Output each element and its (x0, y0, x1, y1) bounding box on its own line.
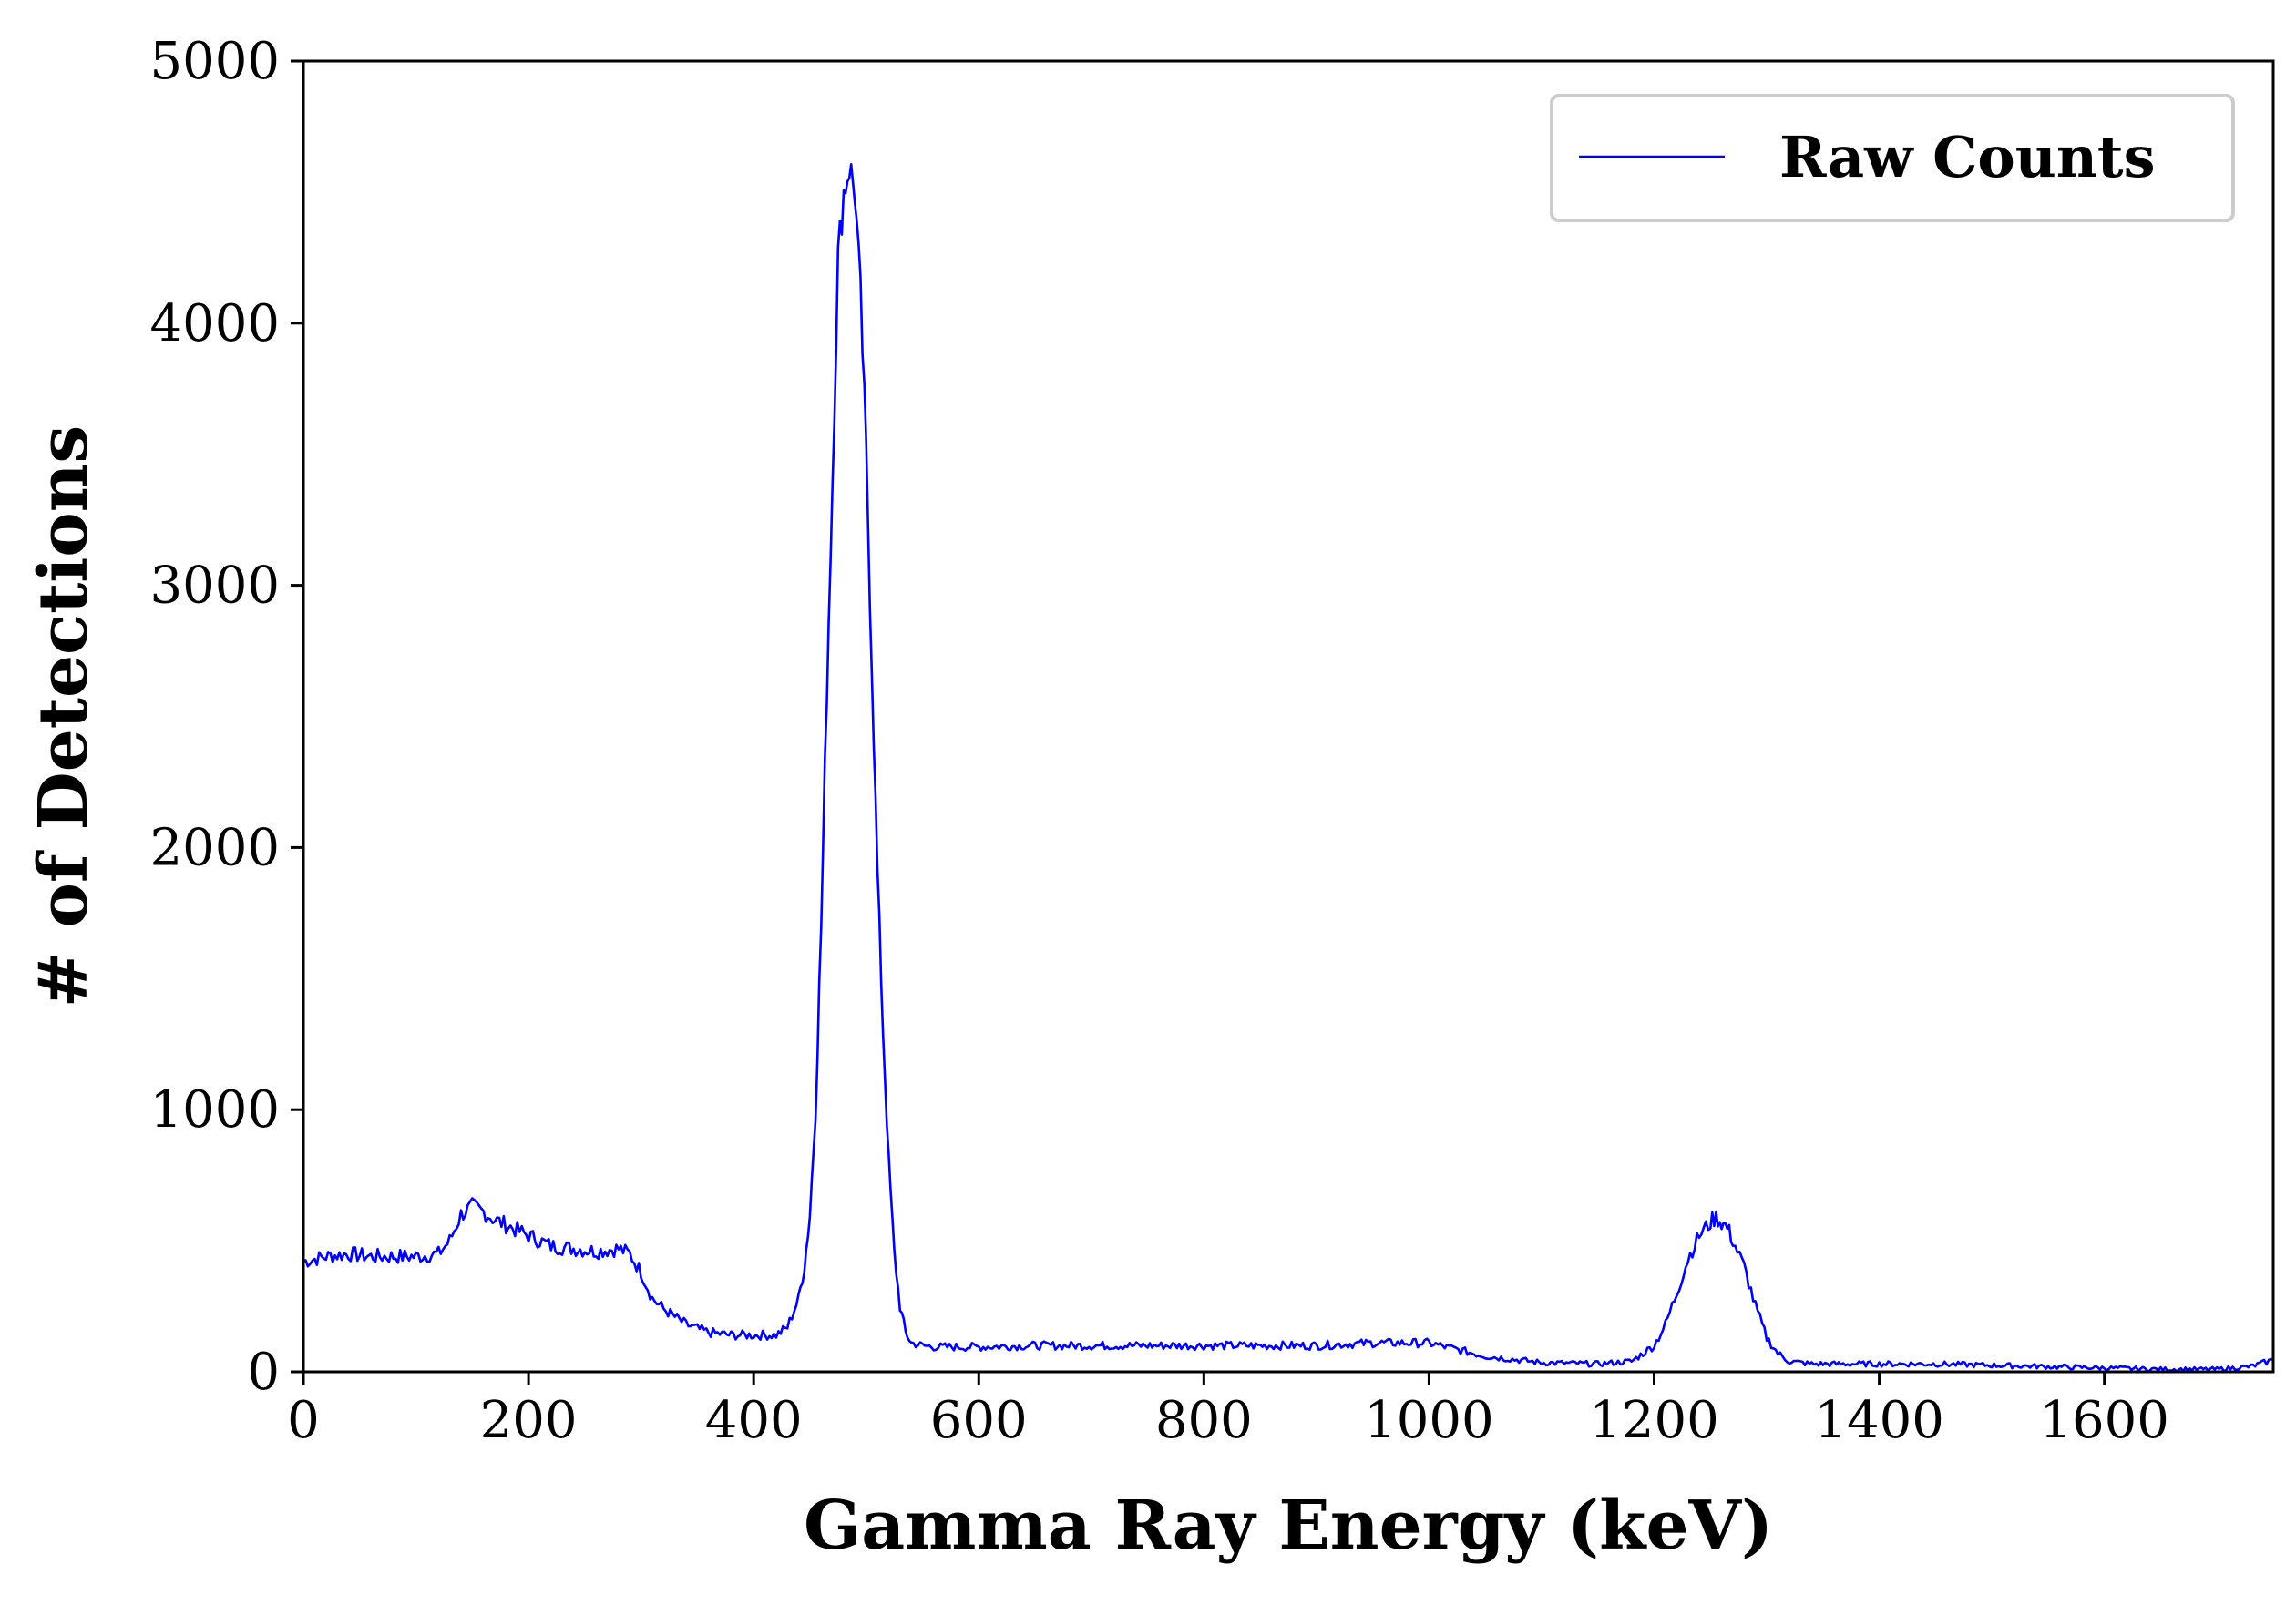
plot-area-frame (302, 59, 2275, 1374)
x-tick-label: 600 (930, 1391, 1028, 1450)
y-tick-label: 5000 (149, 32, 280, 91)
x-axis-title: Gamma Ray Energy (keV) (804, 1487, 1773, 1565)
legend-box (1550, 94, 2235, 222)
x-tick-label: 1400 (1814, 1391, 1944, 1450)
y-tick-label: 0 (247, 1343, 280, 1402)
x-tick-label: 200 (480, 1391, 578, 1450)
series-line-raw-counts (302, 163, 2274, 1373)
legend-label-raw-counts: Raw Counts (1779, 124, 2155, 190)
y-axis-title: # of Detections (25, 425, 103, 1007)
legend: Raw Counts (1550, 94, 2235, 222)
x-tick-label: 800 (1155, 1391, 1253, 1450)
x-tick-label: 400 (705, 1391, 803, 1450)
y-tick-label: 2000 (149, 818, 280, 877)
y-tick-label: 3000 (149, 557, 280, 616)
ticks-layer: 0 200 400 600 800 1000 1200 1400 1600 0 1000 2000 30… (149, 32, 2168, 1450)
x-tick-label: 1000 (1364, 1391, 1494, 1450)
y-tick-label: 4000 (149, 294, 280, 353)
x-tick-label: 0 (287, 1391, 320, 1450)
series-layer (302, 163, 2274, 1373)
x-tick-label: 1600 (2039, 1391, 2169, 1450)
x-tick-label: 1200 (1589, 1391, 1719, 1450)
y-tick-label: 1000 (149, 1080, 280, 1140)
